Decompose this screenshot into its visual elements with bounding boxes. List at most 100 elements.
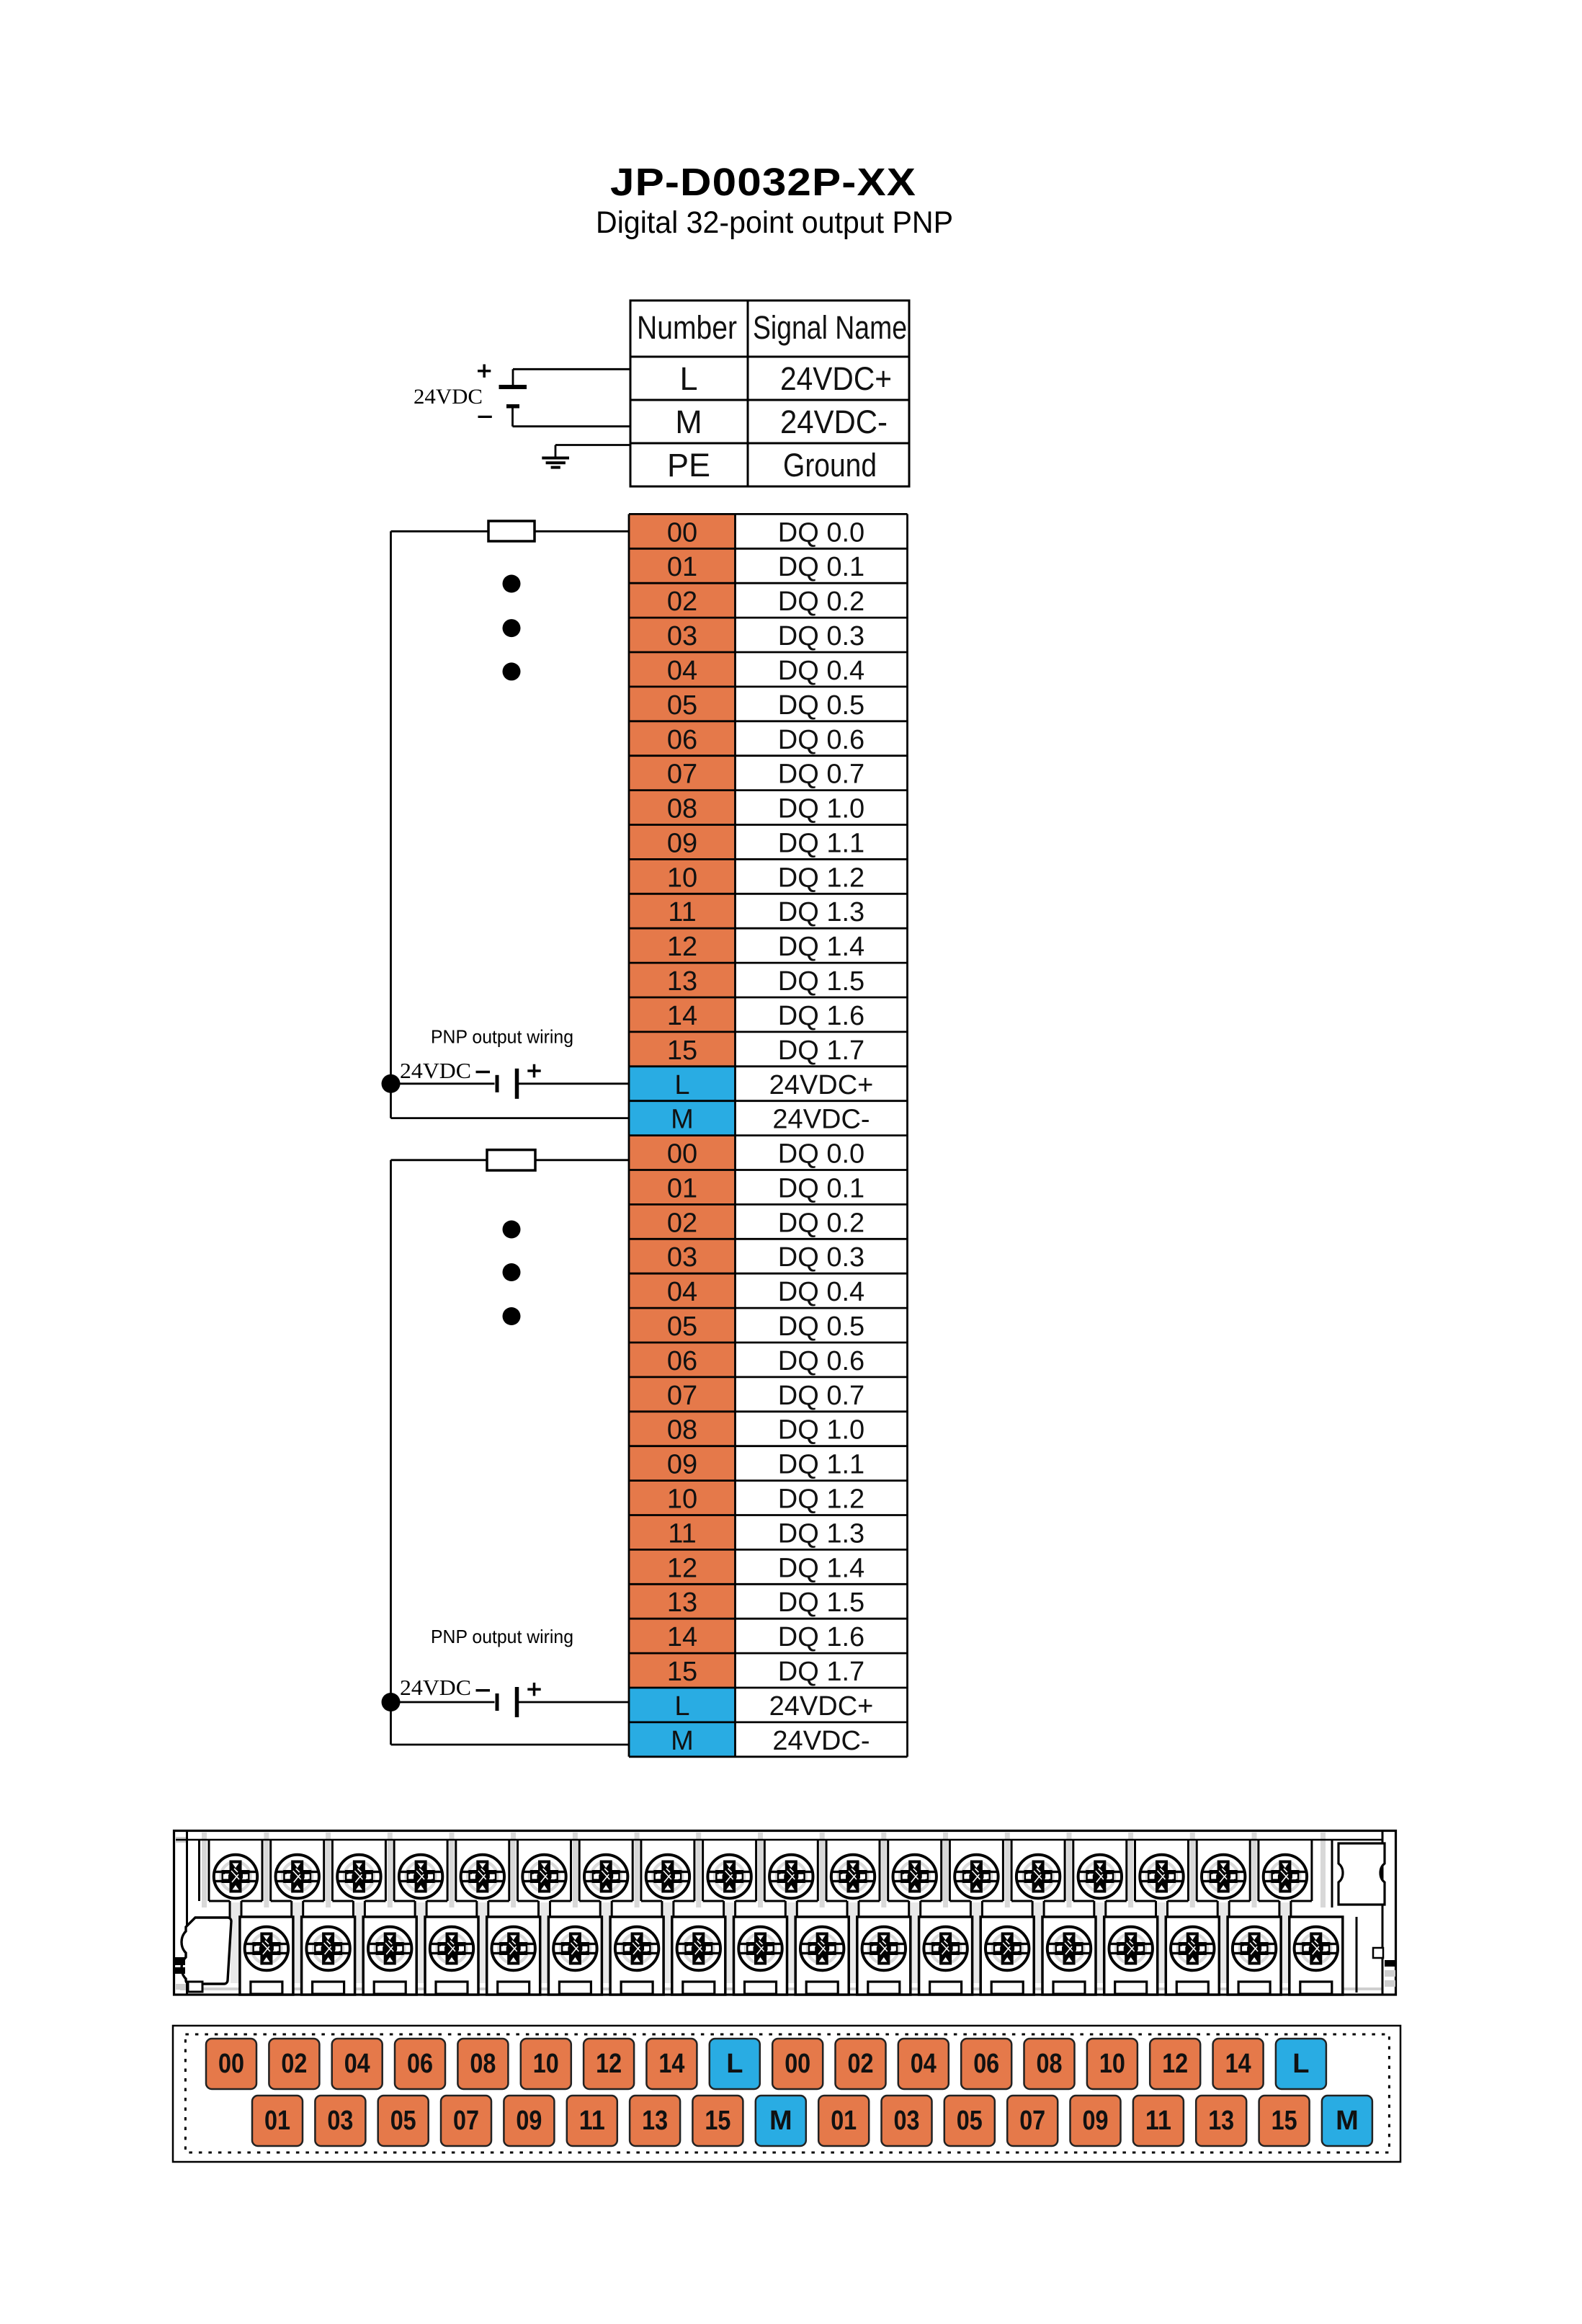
svg-text:DQ 0.7: DQ 0.7 (778, 1381, 864, 1411)
svg-text:DQ 1.3: DQ 1.3 (778, 897, 864, 927)
svg-text:03: 03 (894, 2106, 920, 2136)
svg-text:04: 04 (911, 2049, 937, 2079)
svg-text:01: 01 (264, 2106, 290, 2136)
svg-text:06: 06 (973, 2049, 999, 2079)
svg-text:12: 12 (1162, 2049, 1188, 2079)
svg-text:12: 12 (596, 2049, 622, 2079)
svg-text:07: 07 (453, 2106, 479, 2136)
svg-text:M: M (1336, 2106, 1359, 2136)
svg-text:11: 11 (1145, 2106, 1171, 2136)
svg-text:L: L (679, 360, 697, 397)
svg-text:01: 01 (667, 552, 697, 582)
svg-text:12: 12 (667, 1553, 697, 1583)
svg-text:09: 09 (516, 2106, 542, 2136)
svg-text:13: 13 (667, 966, 697, 997)
svg-text:PNP output wiring: PNP output wiring (431, 1026, 573, 1048)
svg-text:14: 14 (1225, 2049, 1251, 2079)
svg-text:01: 01 (667, 1174, 697, 1204)
svg-text:DQ 0.2: DQ 0.2 (778, 1208, 864, 1238)
svg-text:24VDC+: 24VDC+ (769, 1070, 874, 1100)
svg-text:14: 14 (658, 2049, 684, 2079)
svg-text:L: L (1292, 2049, 1309, 2079)
svg-text:24VDC+: 24VDC+ (780, 360, 892, 397)
svg-text:05: 05 (667, 690, 697, 721)
svg-text:DQ 0.4: DQ 0.4 (778, 656, 864, 686)
svg-text:00: 00 (218, 2049, 244, 2079)
svg-text:DQ 0.1: DQ 0.1 (778, 552, 864, 582)
svg-text:13: 13 (1208, 2106, 1234, 2136)
svg-text:09: 09 (1083, 2106, 1109, 2136)
svg-text:DQ 0.1: DQ 0.1 (778, 1174, 864, 1204)
svg-text:24VDC+: 24VDC+ (769, 1691, 874, 1722)
svg-text:DQ 1.7: DQ 1.7 (778, 1036, 864, 1066)
svg-text:11: 11 (579, 2106, 605, 2136)
svg-text:09: 09 (667, 1450, 697, 1480)
svg-text:03: 03 (667, 1242, 697, 1273)
svg-text:DQ 1.4: DQ 1.4 (778, 932, 864, 962)
svg-text:DQ 1.0: DQ 1.0 (778, 794, 864, 824)
svg-text:08: 08 (470, 2049, 496, 2079)
svg-text:L: L (674, 1691, 689, 1722)
svg-text:10: 10 (667, 1484, 697, 1515)
svg-text:14: 14 (667, 1001, 697, 1031)
svg-text:L: L (726, 2049, 743, 2079)
svg-text:08: 08 (1037, 2049, 1063, 2079)
svg-text:DQ 0.4: DQ 0.4 (778, 1277, 864, 1307)
svg-text:03: 03 (327, 2106, 353, 2136)
svg-text:12: 12 (667, 932, 697, 962)
svg-text:24VDC-: 24VDC- (772, 1726, 870, 1756)
svg-text:00: 00 (667, 1139, 697, 1170)
svg-text:02: 02 (281, 2049, 307, 2079)
svg-text:DQ 0.2: DQ 0.2 (778, 587, 864, 617)
svg-text:DQ 1.2: DQ 1.2 (778, 863, 864, 893)
svg-text:JP-D0032P-XX: JP-D0032P-XX (610, 161, 916, 204)
svg-text:13: 13 (642, 2106, 668, 2136)
svg-text:11: 11 (668, 897, 696, 927)
svg-text:Digital 32-point output PNP: Digital 32-point output PNP (596, 205, 953, 240)
svg-text:DQ 0.5: DQ 0.5 (778, 1312, 864, 1342)
svg-text:07: 07 (1019, 2106, 1045, 2136)
svg-text:DQ 1.0: DQ 1.0 (778, 1415, 864, 1446)
svg-text:M: M (671, 1726, 694, 1756)
svg-text:DQ 0.7: DQ 0.7 (778, 760, 864, 790)
svg-text:04: 04 (667, 656, 697, 686)
svg-text:24VDC: 24VDC (400, 1058, 471, 1083)
svg-text:10: 10 (667, 863, 697, 893)
svg-text:DQ 0.6: DQ 0.6 (778, 1346, 864, 1376)
svg-text:DQ 0.0: DQ 0.0 (778, 517, 864, 548)
svg-text:02: 02 (667, 587, 697, 617)
svg-text:07: 07 (667, 760, 697, 790)
svg-text:L: L (674, 1070, 689, 1100)
svg-text:15: 15 (705, 2106, 730, 2136)
svg-text:06: 06 (667, 725, 697, 755)
svg-text:05: 05 (667, 1312, 697, 1342)
svg-text:02: 02 (848, 2049, 874, 2079)
svg-text:03: 03 (667, 621, 697, 651)
svg-text:DQ 1.5: DQ 1.5 (778, 1588, 864, 1618)
svg-text:11: 11 (668, 1518, 696, 1549)
svg-text:Ground: Ground (783, 447, 877, 484)
svg-text:DQ 1.1: DQ 1.1 (778, 1450, 864, 1480)
svg-text:DQ 1.2: DQ 1.2 (778, 1484, 864, 1515)
svg-text:15: 15 (667, 1036, 697, 1066)
svg-text:DQ 0.5: DQ 0.5 (778, 690, 864, 721)
svg-text:13: 13 (667, 1588, 697, 1618)
svg-text:15: 15 (1272, 2106, 1297, 2136)
svg-text:DQ 1.3: DQ 1.3 (778, 1518, 864, 1549)
svg-text:DQ 0.3: DQ 0.3 (778, 1242, 864, 1273)
svg-text:Number: Number (637, 309, 737, 346)
svg-text:02: 02 (667, 1208, 697, 1238)
svg-text:24VDC: 24VDC (414, 385, 483, 409)
svg-text:DQ 1.7: DQ 1.7 (778, 1657, 864, 1687)
svg-text:DQ 1.5: DQ 1.5 (778, 966, 864, 997)
svg-text:M: M (769, 2106, 792, 2136)
svg-text:24VDC: 24VDC (400, 1675, 471, 1700)
svg-text:DQ 0.0: DQ 0.0 (778, 1139, 864, 1170)
svg-text:04: 04 (667, 1277, 697, 1307)
svg-text:M: M (671, 1105, 694, 1135)
svg-text:06: 06 (407, 2049, 433, 2079)
svg-text:DQ 1.6: DQ 1.6 (778, 1001, 864, 1031)
svg-text:08: 08 (667, 1415, 697, 1446)
svg-text:M: M (675, 404, 702, 440)
svg-text:PE: PE (667, 447, 710, 484)
